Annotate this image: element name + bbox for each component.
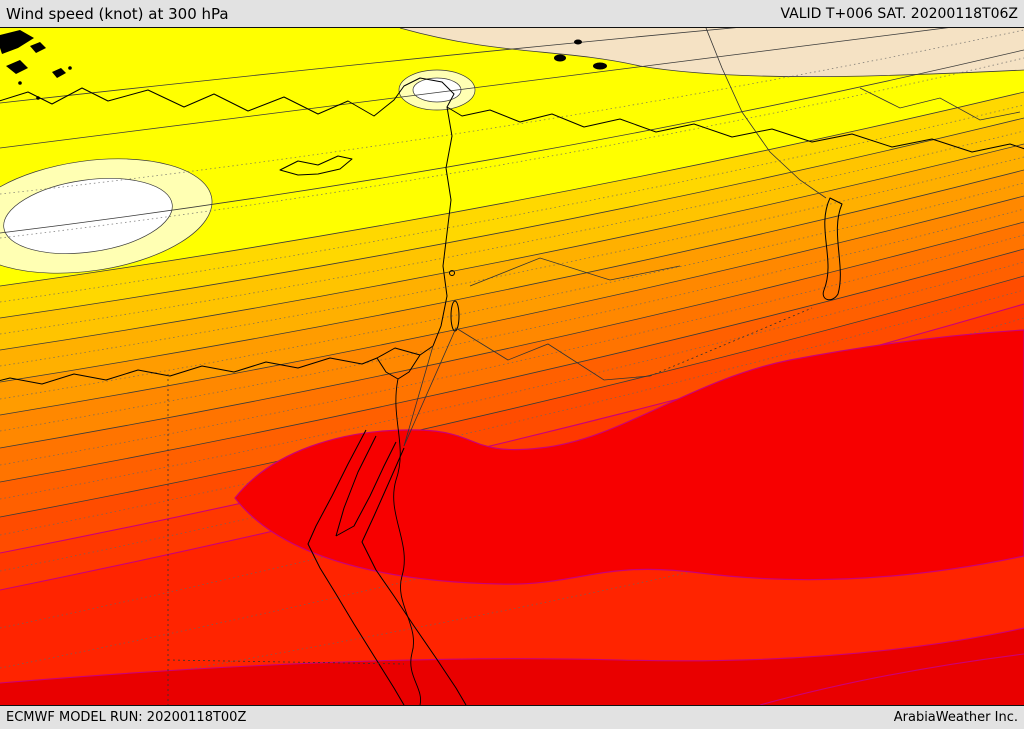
contour-line <box>0 28 737 104</box>
contour-line <box>0 169 1024 383</box>
minor-contour <box>0 156 1024 367</box>
wind-speed-contour-chart <box>0 28 1024 705</box>
nile-delta <box>376 347 421 359</box>
islands-and-lakes <box>0 30 607 100</box>
minor-contour <box>0 289 1024 536</box>
levant-coast <box>432 106 453 347</box>
border-iraq-iran <box>705 28 827 199</box>
aegean-island <box>52 68 66 78</box>
cyprus-island <box>279 155 353 176</box>
contour-line <box>0 221 1024 449</box>
white-minimum-west <box>3 178 173 254</box>
minor-contour <box>0 422 1024 669</box>
minor-contour <box>0 57 1024 239</box>
aegean-island <box>6 60 28 74</box>
minor-contour <box>0 317 1024 572</box>
high-contour-line <box>759 653 1024 705</box>
wind-speed-map <box>0 28 1024 705</box>
valid-time-label: VALID T+006 SAT. 20200118T06Z <box>780 5 1018 22</box>
country-borders <box>167 28 1021 705</box>
turkish-lake <box>574 39 582 45</box>
minor-contour <box>0 234 1024 466</box>
cream-low-band <box>400 28 1024 77</box>
nile-river <box>393 378 422 705</box>
red-sea-east-coast <box>361 447 467 705</box>
aegean-islet <box>68 66 72 70</box>
aegean-islet <box>18 81 22 85</box>
contour-line <box>0 248 1024 483</box>
bottom-magenta-contours <box>0 627 1024 705</box>
contour-line <box>0 117 1024 319</box>
red-sea-west-coast <box>307 429 405 705</box>
sinai-east-coast <box>335 441 397 537</box>
sea-of-galilee <box>449 270 455 276</box>
white-minimum-bay <box>412 77 462 103</box>
footer-bar: ECMWF MODEL RUN: 20200118T00Z ArabiaWeat… <box>0 705 1024 729</box>
turkish-lake <box>554 54 566 62</box>
contour-line <box>0 91 1024 287</box>
turkish-lake <box>593 62 607 70</box>
brand-label: ArabiaWeather Inc. <box>893 710 1018 725</box>
map-title: Wind speed (knot) at 300 hPa <box>6 4 229 23</box>
header-bar: Wind speed (knot) at 300 hPa VALID T+006… <box>0 0 1024 28</box>
coastlines <box>0 77 1024 705</box>
contour-line <box>0 143 1024 351</box>
border-turkey-east <box>859 87 1021 121</box>
contour-line <box>0 195 1024 416</box>
minor-contour <box>0 182 1024 400</box>
sinai-west-coast <box>335 435 377 537</box>
contour-line <box>0 28 949 149</box>
border-iraq-saudi <box>649 307 813 377</box>
aegean-island <box>0 30 34 54</box>
border-syria-iraq <box>469 257 681 287</box>
minor-contour <box>0 261 1024 500</box>
model-run-label: ECMWF MODEL RUN: 20200118T00Z <box>6 710 247 725</box>
border-jordan-saudi <box>403 327 651 447</box>
aegean-island <box>30 42 46 53</box>
persian-gulf-tip <box>822 197 843 301</box>
border-egypt-sudan <box>167 659 405 665</box>
high-contour-line <box>0 627 1024 684</box>
minor-contour <box>0 372 1024 629</box>
contour-line <box>0 49 1024 234</box>
wind-maximum-core <box>234 329 1024 585</box>
turkey-south-coast <box>0 77 1024 153</box>
dotted-borders <box>167 307 813 705</box>
contour-lines-dark <box>0 28 1024 518</box>
border-israel-egypt <box>403 345 434 447</box>
contour-line <box>0 275 1024 518</box>
minor-contour-lines <box>0 29 1024 701</box>
aegean-islet <box>36 96 40 100</box>
bottom-deep-band <box>0 628 1024 705</box>
cream-band-edge <box>399 28 1024 78</box>
